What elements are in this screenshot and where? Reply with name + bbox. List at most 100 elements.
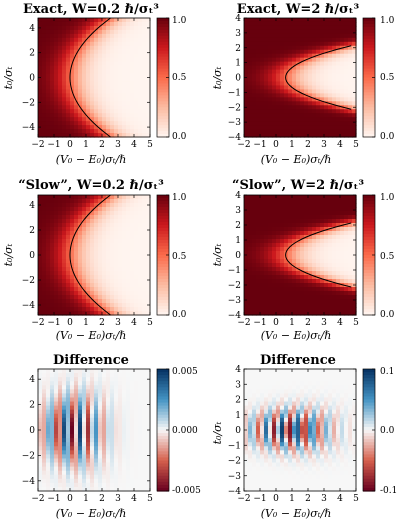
heatmap-cell [320,223,325,228]
heatmap-cell [74,307,79,312]
heatmap-cell [46,105,51,110]
heatmap-cell [78,381,83,386]
heatmap-cell [102,385,107,390]
heatmap-cell [352,267,357,272]
heatmap-cell [248,227,253,232]
heatmap-cell [50,385,55,390]
colorbar-segment [157,469,169,474]
heatmap-cell [256,381,261,386]
heatmap-cell [264,413,269,419]
heatmap-cell [146,219,151,224]
heatmap-cell [98,307,103,312]
heatmap-cell [348,37,353,43]
heatmap-cell [138,275,143,280]
heatmap-cell [50,381,55,386]
heatmap-cell [256,61,261,67]
heatmap-cell [260,397,265,403]
heatmap-cell [82,89,87,94]
heatmap-cell [244,450,249,455]
heatmap-cell [312,303,317,308]
heatmap-cell [296,105,301,110]
heatmap-cell [320,195,325,200]
heatmap-cell [70,466,75,472]
heatmap-cell [130,425,135,431]
heatmap-cell [38,223,43,228]
heatmap-cell [352,207,357,212]
heatmap-cell [74,203,79,208]
heatmap-cell [90,389,95,394]
heatmap-cell [86,219,91,224]
heatmap-cell [86,129,91,134]
colorbar-segment [157,53,169,58]
heatmap-cell [86,299,91,304]
heatmap-cell [126,117,131,122]
heatmap-cell [134,129,139,134]
heatmap-cell [46,81,51,87]
heatmap-cell [336,93,341,98]
heatmap-cell [280,385,285,390]
heatmap-cell [118,207,123,212]
heatmap-cell [114,89,119,94]
heatmap-cell [66,93,71,98]
heatmap-cell [134,69,139,75]
heatmap-cell [142,263,147,268]
heatmap-cell [260,482,265,488]
colorbar-segment [363,210,375,214]
colorbar-segment [363,113,375,117]
heatmap-cell [106,425,111,431]
heatmap-cell [90,29,95,35]
heatmap-cell [54,49,59,55]
heatmap-cell [106,207,111,212]
heatmap-cell [138,405,143,411]
heatmap-cell [328,271,333,276]
heatmap-cell [272,393,277,399]
heatmap-cell [352,263,357,268]
heatmap-cell [340,89,345,94]
heatmap-cell [134,235,139,240]
heatmap-cell [248,430,253,435]
colorbar-segment [363,300,375,304]
heatmap-cell [348,227,353,232]
heatmap-cell [82,223,87,228]
colorbar-segment [157,32,169,37]
heatmap-cell [336,263,341,268]
heatmap-cell [94,69,99,75]
heatmap-cell [118,405,123,411]
heatmap-cell [268,18,273,23]
heatmap-cell [46,259,51,264]
heatmap-cell [126,219,131,224]
heatmap-cell [146,113,151,118]
heatmap-cell [316,227,321,232]
heatmap-cell [110,377,115,382]
heatmap-cell [102,117,107,122]
heatmap-cell [102,65,107,71]
heatmap-cell [42,243,47,248]
heatmap-cell [54,450,59,455]
heatmap-cell [94,57,99,63]
heatmap-cell [50,219,55,224]
heatmap-cell [296,29,301,35]
heatmap-cell [268,299,273,304]
heatmap-cell [62,307,67,312]
heatmap-cell [332,267,337,272]
heatmap-cell [98,369,103,374]
heatmap-cell [252,434,257,439]
heatmap-cell [268,303,273,308]
heatmap-cell [114,215,119,220]
heatmap-cell [276,389,281,394]
heatmap-cell [62,41,67,47]
heatmap-cell [118,478,123,484]
heatmap-cell [46,434,51,439]
heatmap-cell [300,45,305,51]
heatmap-cell [268,85,273,90]
heatmap-cell [42,470,47,476]
heatmap-cell [134,239,139,244]
heatmap-cell [78,409,83,415]
heatmap-cell [348,279,353,284]
heatmap-cell [312,215,317,220]
heatmap-cell [106,393,111,399]
heatmap-cell [58,478,63,484]
heatmap-cell [114,454,119,460]
heatmap-cell [42,438,47,443]
heatmap-cell [292,25,297,31]
